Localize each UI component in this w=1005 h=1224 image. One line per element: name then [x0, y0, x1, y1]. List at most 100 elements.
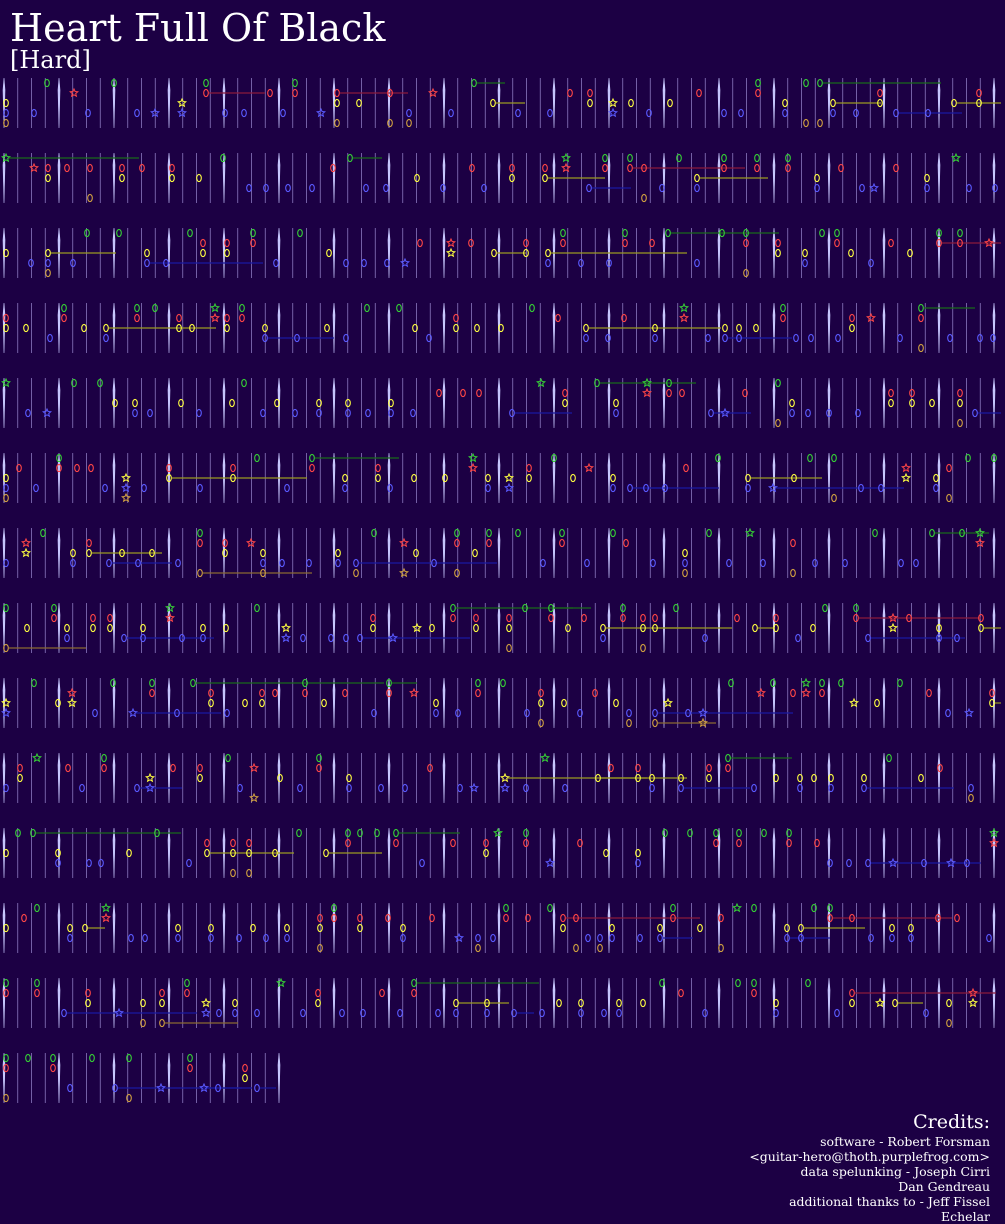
star-note-red [246, 537, 256, 548]
note-red [679, 388, 685, 398]
note-yellow [538, 698, 544, 708]
note-blue [406, 108, 412, 118]
note-orange [946, 493, 952, 503]
note-blue [597, 933, 603, 943]
note-blue [830, 108, 836, 118]
bar-line [992, 227, 996, 279]
note-red [652, 613, 658, 623]
bar-line [277, 527, 281, 579]
bar-line [717, 227, 721, 279]
note-yellow [224, 248, 230, 258]
note-blue [142, 933, 148, 943]
note-green [220, 153, 226, 163]
note-green [241, 378, 247, 388]
note-blue [284, 483, 290, 493]
note-yellow [200, 623, 206, 633]
note-red [573, 913, 579, 923]
bar-line [332, 152, 336, 204]
note-blue [736, 333, 742, 343]
note-yellow [274, 398, 280, 408]
star-note-green [561, 152, 571, 163]
note-yellow [811, 773, 817, 783]
credit-line-data-spelunking: data spelunking - Joseph Cirri [800, 1164, 991, 1179]
note-blue [419, 858, 425, 868]
star-note-blue [388, 632, 398, 643]
note-yellow [773, 773, 779, 783]
note-yellow [55, 698, 61, 708]
note-orange [246, 868, 252, 878]
star-note-red [21, 537, 31, 548]
note-green [666, 378, 672, 388]
bar-line [827, 977, 831, 1029]
note-yellow [222, 548, 228, 558]
star-note-yellow [888, 622, 898, 633]
bar-line [57, 827, 61, 879]
bar-line [167, 152, 171, 204]
note-yellow [874, 698, 880, 708]
note-yellow [490, 98, 496, 108]
note-green [728, 678, 734, 688]
note-yellow [284, 923, 290, 933]
note-blue [855, 408, 861, 418]
note-yellow [119, 548, 125, 558]
bar-line [552, 77, 556, 129]
note-red [670, 913, 676, 923]
note-green [411, 978, 417, 988]
note-blue [236, 933, 242, 943]
note-blue [649, 783, 655, 793]
note-green [725, 753, 731, 763]
note-blue [583, 333, 589, 343]
note-blue [241, 108, 247, 118]
note-red [608, 763, 614, 773]
note-yellow [773, 623, 779, 633]
bar-line [882, 452, 886, 504]
bar-line [277, 152, 281, 204]
note-red [937, 763, 943, 773]
star-note-blue [150, 107, 160, 118]
bar-line [607, 677, 611, 729]
note-yellow [753, 323, 759, 333]
bar-line [167, 902, 171, 954]
note-green [316, 753, 322, 763]
note-blue [297, 783, 303, 793]
note-yellow [498, 323, 504, 333]
note-red [88, 463, 94, 473]
note-orange [831, 493, 837, 503]
note-red [460, 388, 466, 398]
note-blue [285, 183, 291, 193]
note-red [989, 688, 995, 698]
note-yellow [848, 248, 854, 258]
bar-line [442, 527, 446, 579]
note-blue [986, 933, 992, 943]
note-blue [627, 483, 633, 493]
star-note-yellow [500, 772, 510, 783]
note-yellow [667, 98, 673, 108]
note-yellow [3, 323, 9, 333]
bar-line [992, 302, 996, 354]
note-yellow [506, 623, 512, 633]
note-green [827, 903, 833, 913]
note-red [334, 88, 340, 98]
note-red [176, 313, 182, 323]
note-red [814, 838, 820, 848]
note-blue [179, 633, 185, 643]
note-green [31, 678, 37, 688]
star-note-blue [888, 857, 898, 868]
note-blue [79, 783, 85, 793]
note-red [45, 163, 51, 173]
note-green [184, 978, 190, 988]
note-yellow [119, 173, 125, 183]
note-green [872, 528, 878, 538]
bar-line [112, 152, 116, 204]
note-blue [222, 108, 228, 118]
note-green [116, 228, 122, 238]
note-blue [98, 858, 104, 868]
credit-line-email: <guitar-hero@thoth.purplefrog.com> [749, 1149, 990, 1164]
note-green [736, 828, 742, 838]
note-yellow [356, 98, 362, 108]
note-yellow [610, 473, 616, 483]
note-red [386, 688, 392, 698]
note-blue [793, 333, 799, 343]
note-green [309, 453, 315, 463]
star-note-yellow [67, 697, 77, 708]
